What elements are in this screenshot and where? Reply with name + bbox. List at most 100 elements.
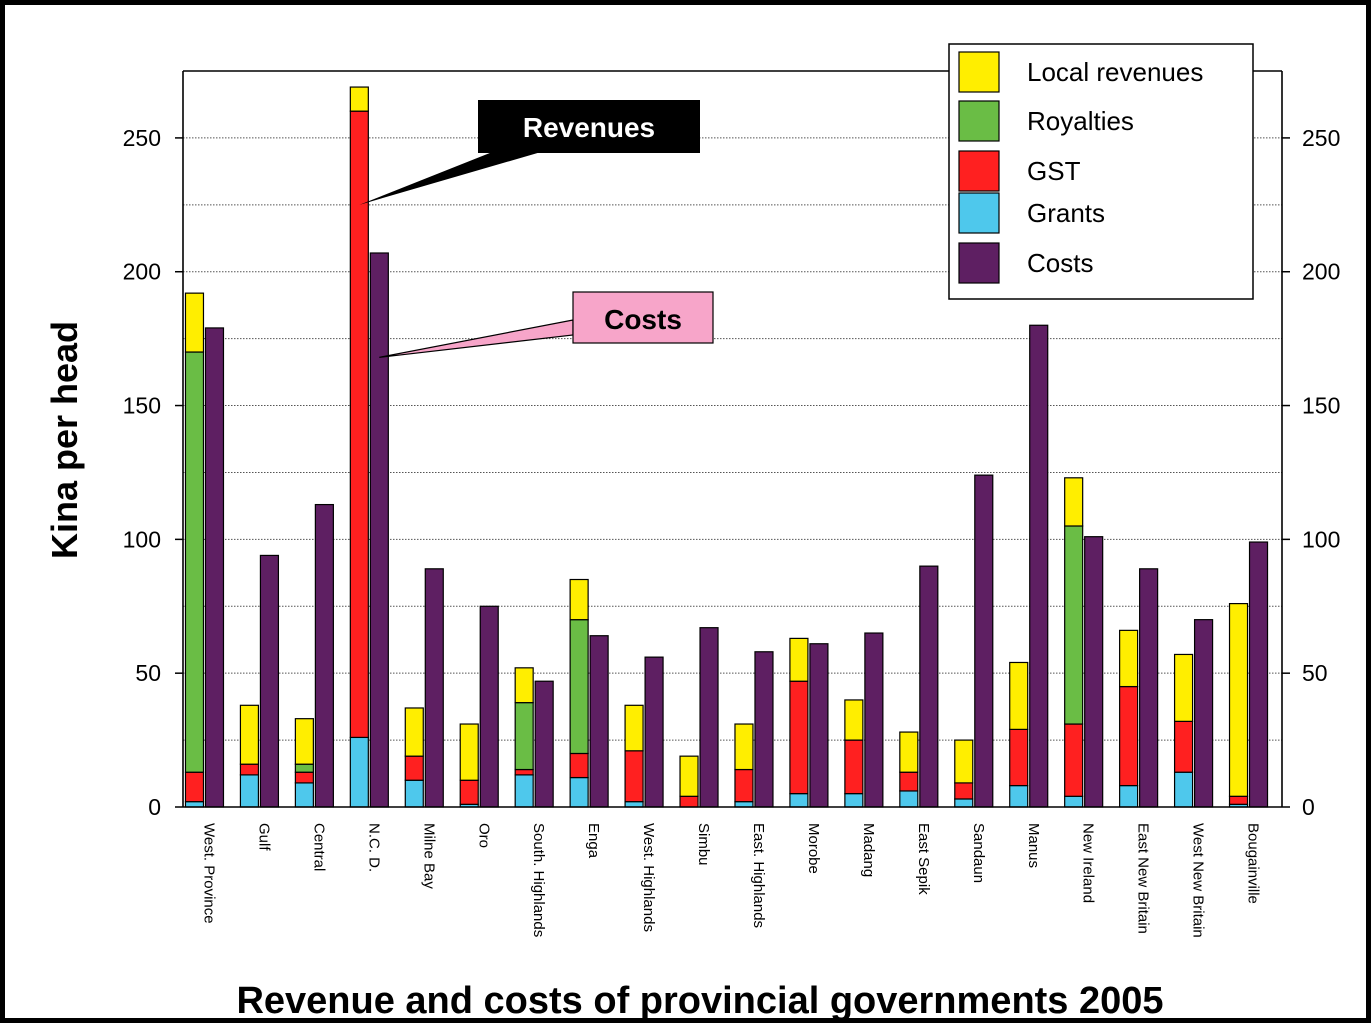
bar-costs (644, 656, 664, 808)
bar-costs (754, 651, 774, 808)
y-tick-label-right: 0 (1302, 794, 1315, 820)
bar-costs (1193, 619, 1214, 808)
bar-costs (919, 565, 939, 808)
revenues-callout-text: Revenues (523, 112, 655, 143)
y-tick-label-left: 150 (123, 393, 161, 419)
x-tick-label: East Sepik (915, 823, 932, 895)
legend-label: Royalties (1027, 106, 1134, 136)
bar-royalties-segment (184, 351, 205, 773)
bar-local-revenues-segment (1173, 653, 1194, 722)
bar-local-revenues-segment (1009, 661, 1029, 730)
bar-local-revenues-segment (899, 731, 919, 773)
legend-swatch (958, 51, 1000, 93)
bar-gst-segment (459, 779, 479, 805)
chart: West. Province Gulf Central N.C. D. Milne Ba… (44, 43, 1340, 1022)
bar-grants-segment (789, 793, 809, 808)
x-tick-label: Morobe (805, 823, 822, 874)
bar-grants-segment (184, 801, 205, 808)
y-tick-label-right: 50 (1302, 660, 1328, 686)
bar-costs (424, 568, 444, 808)
x-tick-label: Sandaun (970, 823, 987, 883)
bar-local-revenues-segment (954, 739, 974, 784)
y-tick-label-right: 200 (1302, 259, 1340, 285)
bar-grants-segment (349, 736, 369, 808)
y-tick-label-left: 100 (123, 526, 161, 552)
bar-costs (1248, 541, 1269, 808)
bar-gst-segment (184, 771, 205, 803)
bar-grants-segment (569, 776, 589, 808)
bar-costs (479, 605, 499, 808)
y-tick-label-right: 150 (1302, 393, 1340, 419)
bar-gst-segment (899, 771, 919, 792)
x-tick-label: Milne Bay (420, 823, 437, 889)
bar-grants-segment (1064, 795, 1084, 808)
bar-grants-segment (844, 793, 864, 808)
bar-local-revenues-segment (514, 667, 534, 704)
revenues-callout-pointer (359, 145, 565, 205)
legend-layer: Local revenues Royalties GST Grants Costs (948, 43, 1254, 300)
bar-gst-segment (349, 110, 369, 739)
bar-local-revenues-segment (294, 718, 314, 765)
bar-gst-segment (1228, 795, 1249, 805)
x-tick-label: N.C. D. (365, 823, 382, 872)
bar-costs (314, 503, 334, 808)
legend-box (948, 43, 1254, 300)
bar-costs (809, 643, 829, 808)
bar-local-revenues-segment (569, 578, 589, 621)
bar-gst-segment (569, 752, 589, 779)
x-tick-label: Oro (475, 823, 492, 848)
x-tick-label: West New Britain (1190, 823, 1207, 938)
bar-gst-segment (734, 768, 754, 803)
bar-gst-segment (514, 768, 534, 776)
legend-label: Costs (1027, 248, 1093, 278)
bar-costs (259, 554, 280, 808)
bar-local-revenues-segment (1228, 602, 1249, 797)
revenues-callout-box (478, 100, 700, 153)
x-tick-label: New Ireland (1080, 823, 1097, 903)
bar-grants-segment (239, 774, 260, 808)
bar-royalties-segment (514, 702, 534, 771)
x-tick-label: Gulf (255, 823, 272, 851)
bar-grants-segment (624, 801, 644, 808)
callout-layer: Revenues Costs (359, 100, 714, 358)
bar-costs (204, 327, 225, 808)
x-tick-label: Central (310, 823, 327, 871)
x-tick-label: East New Britain (1135, 823, 1152, 934)
bar-local-revenues-segment (1119, 629, 1139, 688)
x-tick-label: West. Highlands (640, 823, 657, 932)
bar-gst-segment (1119, 685, 1139, 787)
y-tick-label-right: 100 (1302, 526, 1340, 552)
bar-royalties-segment (1064, 525, 1084, 725)
bar-gst-segment (954, 782, 974, 800)
bar-grants-segment (954, 798, 974, 808)
y-tick-label-right: 250 (1302, 125, 1340, 151)
costs-callout-box (572, 291, 714, 344)
bar-costs (864, 632, 884, 808)
bar-costs (1139, 568, 1159, 808)
bar-costs (589, 635, 609, 808)
x-tick-label: South. Highlands (530, 823, 547, 937)
bar-gst-segment (404, 755, 424, 781)
bar-royalties-segment (569, 619, 589, 755)
bar-local-revenues-segment (184, 292, 205, 353)
x-tick-label: Enga (585, 823, 602, 859)
bar-gst-segment (624, 750, 644, 803)
axes-layer: West. Province Gulf Central N.C. D. Milne Ba… (123, 70, 1340, 938)
bar-gst-segment (239, 763, 260, 776)
legend-swatch (958, 242, 1000, 284)
y-tick-label-left: 0 (148, 794, 161, 820)
bar-costs (699, 627, 719, 808)
costs-callout-text: Costs (604, 304, 682, 335)
y-tick-label-left: 50 (135, 660, 161, 686)
bar-costs (369, 252, 389, 808)
bar-gst-segment (844, 739, 864, 795)
bar-gst-segment (1173, 720, 1194, 773)
bar-gst-segment (1064, 723, 1084, 797)
bar-grants-segment (899, 790, 919, 808)
bar-local-revenues-segment (679, 755, 699, 797)
bar-costs (1084, 536, 1104, 808)
legend-label: Local revenues (1027, 57, 1203, 87)
bar-costs (974, 474, 994, 808)
bar-grants-segment (1119, 784, 1139, 808)
